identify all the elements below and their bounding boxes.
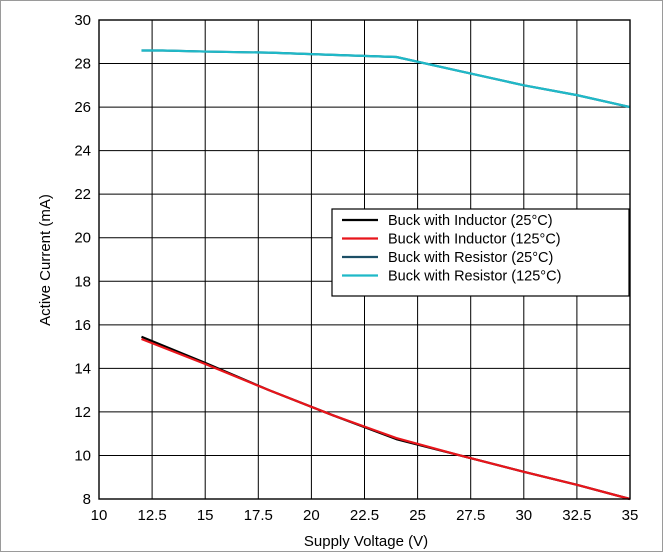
y-tick-label: 16 [74,317,91,334]
x-tick-label: 27.5 [456,507,485,524]
y-tick-label: 22 [74,186,91,203]
y-tick-label: 20 [74,230,91,247]
grid [99,20,630,499]
y-tick-label: 28 [74,56,91,73]
legend-box [331,208,630,297]
y-tick-label: 8 [83,491,91,508]
plot-area-border [98,19,631,500]
series-line-4 [141,49,631,109]
x-tick-label: 25 [409,507,426,524]
legend-entry-label: Buck with Resistor (125°C) [388,269,561,285]
x-tick-label: 10 [91,507,108,524]
legend-entry-label: Buck with Inductor (125°C) [388,232,561,248]
x-axis-label: Supply Voltage (V) [304,533,428,550]
x-tick-label: 15 [197,507,214,524]
series-line-2 [141,337,631,501]
y-tick-label: 24 [74,143,91,160]
axis-ticks: 10 12.5 15 17.5 20 22.5 25 27.5 30 32.5 3581012141… [74,12,638,524]
x-tick-label: 35 [622,507,639,524]
legend-entry-label: Buck with Resistor (25°C) [388,250,553,266]
y-tick-label: 26 [74,99,91,116]
x-tick-label: 30 [515,507,532,524]
x-tick-label: 17.5 [244,507,273,524]
legend-entry-label: Buck with Inductor (25°C) [388,213,553,229]
y-tick-label: 18 [74,273,91,290]
legend: Buck with Inductor (25°C) Buck with Induc… [331,208,630,297]
y-tick-label: 30 [74,12,91,29]
series-lines [141,49,631,501]
y-tick-label: 10 [74,447,91,464]
x-tick-label: 22.5 [350,507,379,524]
y-tick-label: 12 [74,404,91,421]
x-tick-label: 32.5 [562,507,591,524]
y-tick-label: 14 [74,360,91,377]
x-tick-label: 20 [303,507,320,524]
x-tick-label: 12.5 [137,507,166,524]
y-axis-label: Active Current (mA) [37,194,54,326]
